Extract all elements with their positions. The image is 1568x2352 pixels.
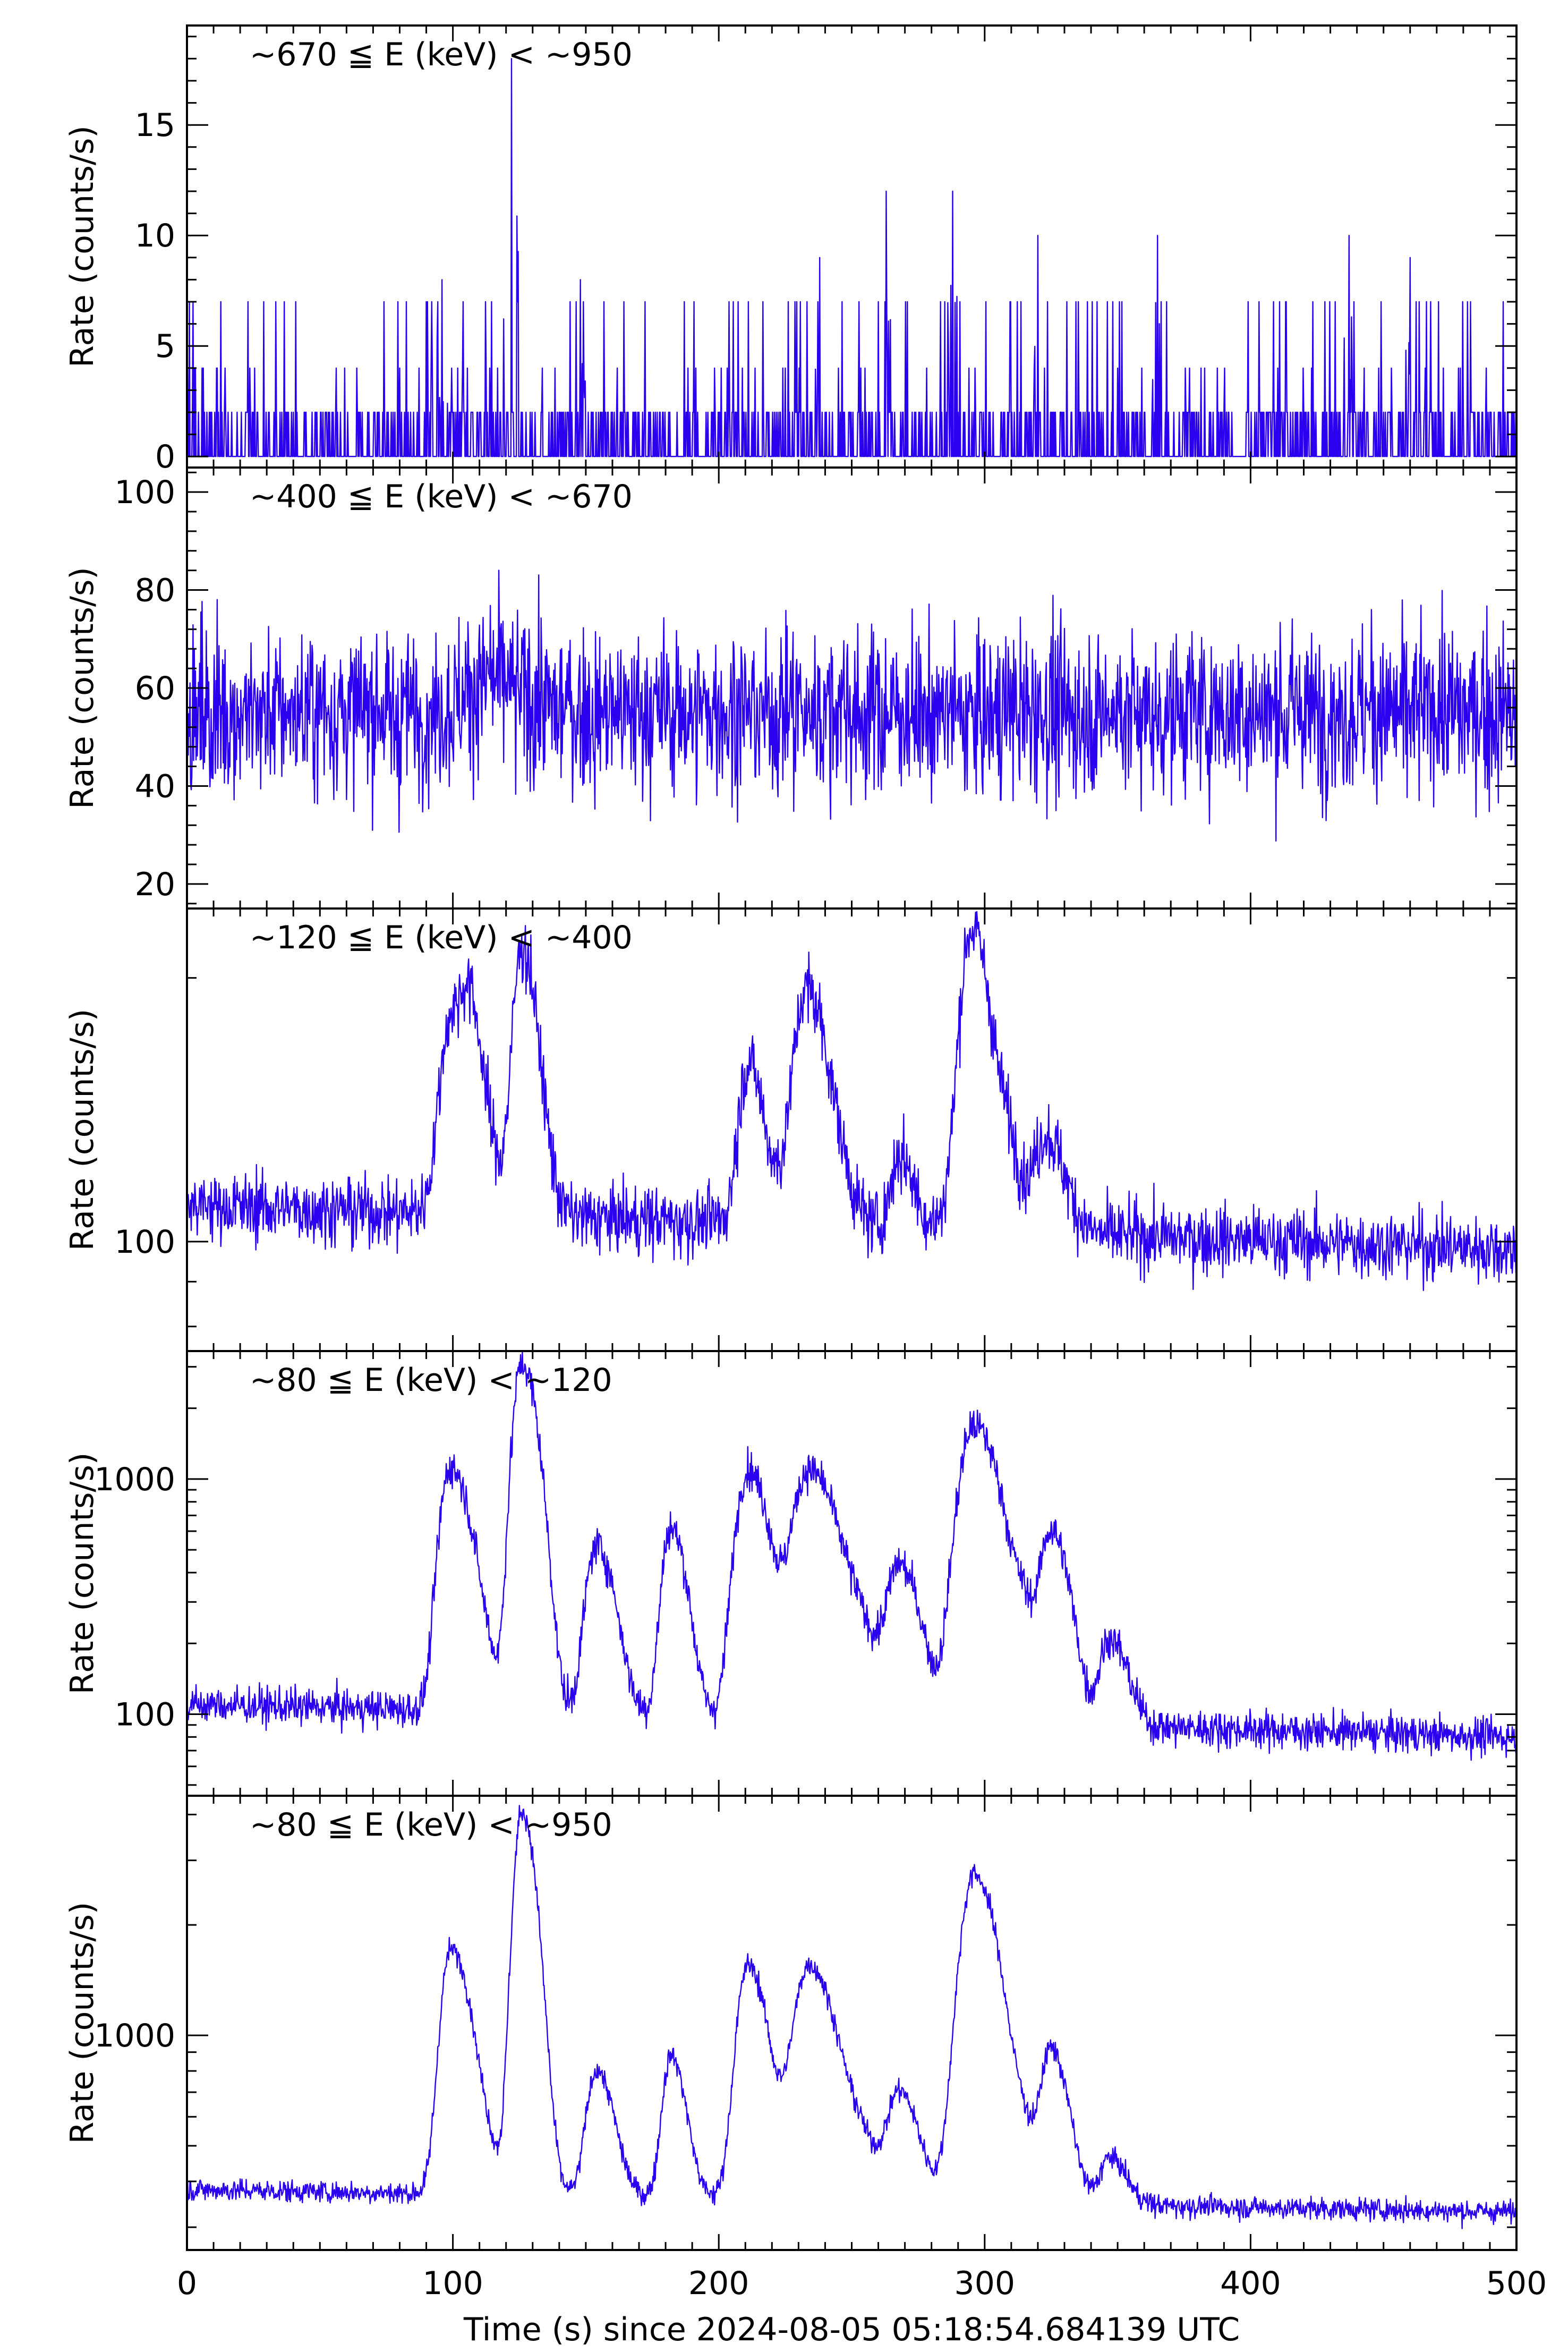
panel-5-y-axis-label: Rate (counts/s) [64, 1902, 101, 2144]
panel-3-light-curve [186, 911, 1518, 1291]
panel-3-band-label: ~120 ≦ E (keV) < ~400 [250, 919, 633, 956]
panel-1-y-axis-label: Rate (counts/s) [64, 125, 101, 367]
panel-5-light-curve [186, 1805, 1518, 2229]
x-tick-label: 400 [1220, 2265, 1281, 2302]
panel-5-band-label: ~80 ≦ E (keV) < ~950 [250, 1806, 612, 1844]
panel-2-y-axis-label: Rate (counts/s) [64, 567, 101, 809]
panel-4-band-label: ~80 ≦ E (keV) < ~120 [250, 1362, 612, 1399]
x-axis-label: Time (s) since 2024-08-05 05:18:54.68413… [463, 2311, 1240, 2348]
x-tick-label: 200 [688, 2265, 749, 2302]
panel-1-ticks: 0 5 10 15 [135, 26, 1518, 476]
panel-2-band-label: ~400 ≦ E (keV) < ~670 [250, 478, 633, 515]
panel-1-light-curve [186, 58, 1517, 457]
panel-3-y-axis-label: Rate (counts/s) [64, 1009, 101, 1251]
panel-5: 1000 ~80 ≦ E (keV) < ~950 Rate (counts/s… [64, 1795, 1518, 2251]
panel-2: 20 40 60 80 100 ~400 ≦ E (keV) < ~670 Rate (… [64, 466, 1518, 910]
x-tick-label: 0 [177, 2265, 197, 2302]
panel-3-ticks: 100 [114, 908, 1518, 1351]
panel-2-ticks: 20 40 60 80 100 [114, 468, 1518, 908]
y-tick-label: 20 [135, 866, 175, 903]
panel-3-series [186, 911, 1518, 1291]
panel-4-y-axis-label: Rate (counts/s) [64, 1453, 101, 1694]
panel-4: 100 1000 ~80 ≦ E (keV) < ~120 Rate (count… [64, 1350, 1518, 1797]
y-tick-label: 5 [155, 328, 175, 365]
y-tick-label: 15 [135, 107, 175, 144]
y-tick-label: 0 [155, 438, 175, 476]
y-tick-label: 100 [114, 1696, 175, 1733]
y-tick-label: 100 [114, 1224, 175, 1261]
panel-2-light-curve [186, 570, 1518, 842]
panel-4-series [186, 1351, 1518, 1761]
panel-4-light-curve [186, 1351, 1518, 1761]
x-tick-label: 300 [955, 2265, 1016, 2302]
x-tick-label: 100 [422, 2265, 483, 2302]
x-tick-label: 500 [1486, 2265, 1547, 2302]
panel-4-ticks: 100 1000 [94, 1351, 1518, 1796]
y-tick-label: 60 [135, 670, 175, 707]
y-tick-label: 1000 [94, 1461, 175, 1498]
panel-5-ticks: 1000 [94, 1796, 1518, 2250]
panel-1-series [186, 58, 1517, 457]
y-tick-label: 100 [114, 474, 175, 511]
panel-5-series [186, 1805, 1518, 2229]
y-tick-label: 1000 [94, 2017, 175, 2054]
y-tick-label: 80 [135, 572, 175, 609]
y-tick-label: 10 [135, 217, 175, 254]
x-axis-tick-labels: 0 100 200 300 400 500 [177, 2265, 1547, 2302]
panel-2-series [186, 570, 1518, 842]
panel-1-band-label: ~670 ≦ E (keV) < ~950 [250, 36, 633, 73]
y-tick-label: 40 [135, 768, 175, 805]
